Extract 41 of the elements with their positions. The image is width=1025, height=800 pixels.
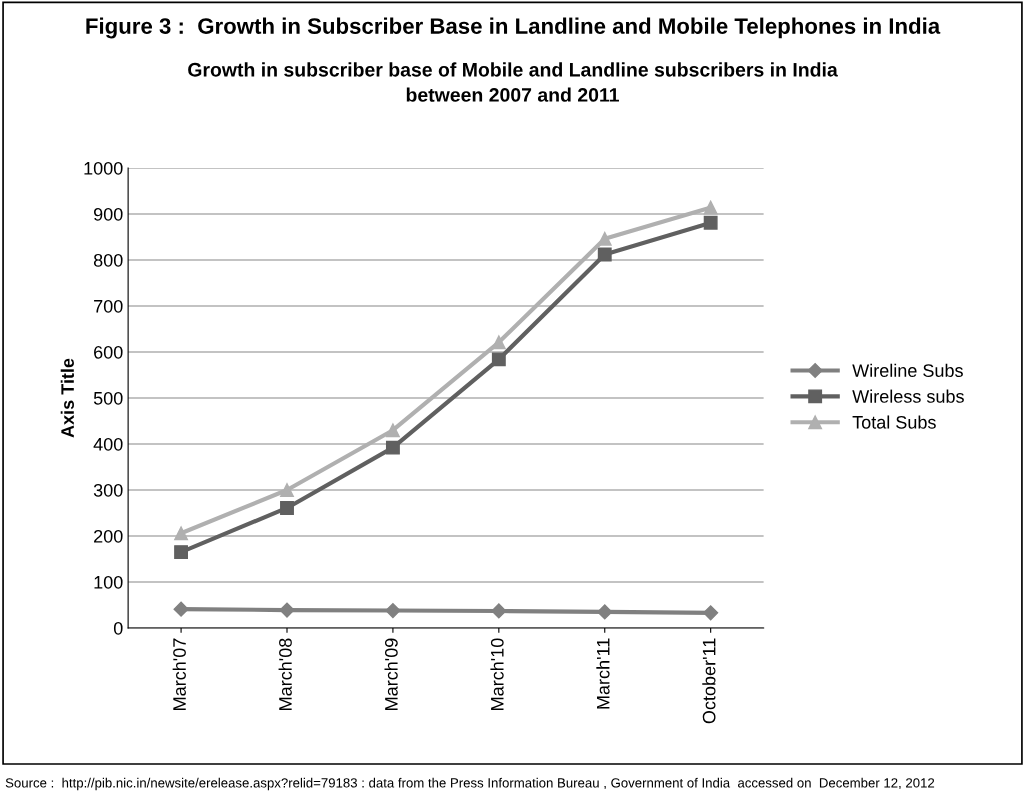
point [703, 215, 718, 230]
legend-label: Wireless subs [852, 389, 964, 403]
y-tick-label: 400 [93, 437, 123, 451]
point [703, 605, 719, 621]
point [385, 423, 400, 438]
y-tick-label: 0 [113, 621, 123, 635]
y-tick-label: 300 [93, 483, 123, 497]
point [385, 602, 401, 619]
y-tick-label: 1000 [84, 161, 123, 175]
x-tick-label: March'11 [596, 638, 610, 709]
y-tick-label: 600 [94, 345, 123, 359]
point [491, 335, 506, 350]
point [279, 602, 295, 618]
point [597, 247, 612, 262]
y-tick-label: 900 [93, 207, 123, 221]
point [280, 500, 294, 515]
x-tick-label: October'11 [702, 638, 716, 724]
point [491, 603, 507, 619]
chart-subtitle: Growth in subscriber base of Mobile and Landline subscribers in India between 2007 and 2011 [188, 62, 838, 102]
x-tick-label: March'09 [384, 638, 398, 710]
y-tick-label: 700 [94, 299, 123, 313]
chart-title: Figure 3 : Growth in Subscriber Base in Landline and Mobile Telephones in India [86, 17, 941, 39]
point [491, 352, 506, 367]
y-tick-label: 800 [93, 253, 123, 267]
x-tick-label: March'07 [172, 638, 186, 710]
point [280, 483, 294, 497]
x-tick-label: March'10 [490, 638, 504, 710]
y-tick-label: 200 [94, 529, 123, 543]
point [597, 604, 613, 620]
source-note: Source : http://pib.nic.in/newsite/erelease.aspx?relid=79183 : data from the Press Information Bureau , Government of India accessed on December 12, 2012 [5, 777, 935, 791]
y-axis-title: Axis Title [60, 358, 74, 438]
point [703, 200, 718, 215]
legend-label: Total Subs [852, 415, 936, 429]
y-tick-label: 500 [93, 391, 123, 405]
point [173, 601, 189, 617]
point [174, 545, 189, 560]
legend-label: Wireline Subs [852, 363, 963, 377]
point [174, 526, 189, 541]
x-tick-label: March'08 [278, 638, 292, 710]
point [385, 440, 400, 455]
y-tick-label: 100 [94, 575, 123, 589]
